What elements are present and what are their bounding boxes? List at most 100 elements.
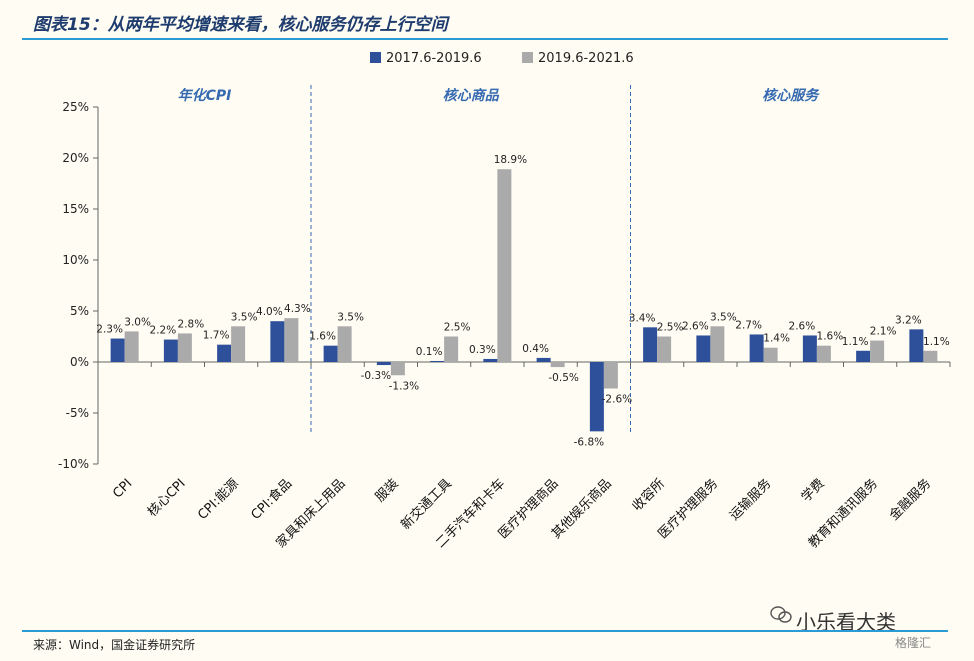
bar-1	[802, 335, 817, 362]
bar-2	[657, 336, 672, 362]
y-axis: -10% -5% 0% 5% 10% 15% 20% 25%	[58, 100, 99, 471]
legend-swatch-1	[370, 52, 381, 63]
bar-2	[603, 362, 618, 389]
y-tick-label: -10%	[58, 457, 89, 471]
bar-2	[124, 331, 139, 362]
bar-1	[110, 338, 125, 362]
bar-2	[710, 326, 725, 362]
x-tick-label: 收容所	[629, 476, 668, 515]
bar-1	[163, 339, 178, 362]
data-label-1: 0.1%	[416, 346, 443, 358]
bar-1	[856, 350, 871, 362]
data-label-1: 2.6%	[682, 320, 709, 332]
bar-2	[390, 362, 405, 376]
bar-2	[284, 318, 299, 362]
data-label-1: 2.7%	[735, 319, 762, 331]
data-label-2: 2.5%	[444, 322, 471, 334]
data-label-1: 0.3%	[469, 344, 496, 356]
wechat-icon	[770, 606, 792, 623]
legend-label-2: 2019.6-2021.6	[538, 51, 634, 66]
data-label-2: -1.3%	[389, 380, 419, 392]
bar-1	[749, 334, 764, 362]
data-label-2: 4.3%	[284, 303, 311, 315]
x-tick-label: CPI:能源	[195, 476, 242, 523]
x-tick-label: 学费	[798, 476, 828, 506]
bar-2	[177, 333, 192, 362]
y-tick-label: 15%	[62, 202, 89, 216]
y-tick-label: -5%	[66, 406, 89, 420]
data-label-2: 18.9%	[494, 154, 527, 166]
data-label-1: 0.4%	[522, 343, 549, 355]
bar-2	[763, 347, 778, 362]
bar-1	[589, 362, 604, 432]
data-label-2: 2.1%	[870, 326, 897, 338]
bar-2	[816, 345, 831, 362]
bar-1	[909, 329, 924, 362]
data-label-1: -0.3%	[361, 370, 391, 382]
data-label-2: -2.6%	[602, 394, 632, 406]
data-label-1: 1.1%	[842, 336, 869, 348]
bar-1	[536, 357, 551, 362]
x-tick-label: 新交通工具	[398, 476, 455, 533]
data-label-2: 3.5%	[231, 311, 258, 323]
watermark-logo: 格隆汇	[895, 636, 932, 650]
y-tick-label: 25%	[62, 100, 89, 114]
bottom-rule	[22, 630, 948, 632]
data-label-1: 2.6%	[789, 320, 816, 332]
group-dividers	[310, 85, 631, 432]
x-tick-label: CPI:食品	[248, 476, 295, 523]
data-label-2: 2.8%	[178, 318, 205, 330]
data-label-1: 3.2%	[895, 314, 922, 326]
bar-2	[870, 340, 885, 362]
bar-1	[270, 321, 285, 362]
bar-chart: 2017.6-2019.6 2019.6-2021.6 年化CPI 核心商品 核心服务…	[58, 51, 951, 552]
bar-2	[550, 362, 565, 368]
data-label-1: 2.2%	[150, 325, 177, 337]
x-tick-label: CPI	[110, 476, 135, 501]
data-label-1: 1.7%	[203, 330, 230, 342]
data-label-2: 2.5%	[657, 322, 684, 334]
source-note: 来源：Wind，国金证券研究所	[33, 638, 196, 652]
bar-2	[337, 326, 352, 362]
data-label-1: 3.4%	[629, 312, 656, 324]
data-label-1: 2.3%	[96, 324, 123, 336]
y-tick-label: 20%	[62, 151, 89, 165]
data-labels: 2.3%3.0%2.2%2.8%1.7%3.5%4.0% 4.3%1.6%3.5%…	[96, 154, 949, 448]
group-label: 年化CPI	[178, 87, 232, 104]
data-label-1: 1.6%	[309, 331, 336, 343]
y-tick-label: 5%	[70, 304, 89, 318]
data-label-2: 3.0%	[124, 316, 151, 328]
chart-title: 图表15：从两年平均增速来看，核心服务仍存上行空间	[33, 15, 448, 35]
bar-1	[323, 345, 338, 362]
bar-1	[696, 335, 711, 362]
data-label-2: 1.1%	[923, 336, 950, 348]
group-label: 核心服务	[762, 87, 820, 104]
bar-1	[376, 362, 391, 366]
data-label-2: 3.5%	[337, 311, 364, 323]
top-rule	[22, 38, 948, 40]
data-label-2: 1.6%	[817, 331, 844, 343]
bar-1	[643, 327, 658, 362]
data-label-2: 1.4%	[763, 333, 790, 345]
y-tick-label: 10%	[62, 253, 89, 267]
bar-1	[217, 344, 232, 362]
bar-1	[430, 360, 445, 362]
data-label-2: -0.5%	[548, 372, 578, 384]
legend-swatch-2	[522, 52, 533, 63]
bar-2	[231, 326, 246, 362]
data-label-1: 4.0%	[256, 306, 283, 318]
legend: 2017.6-2019.6 2019.6-2021.6	[370, 51, 634, 66]
bar-2	[444, 336, 459, 362]
x-tick-label: 服装	[373, 476, 402, 505]
data-label-1: -6.8%	[574, 436, 604, 448]
x-tick-label: 运输服务	[726, 476, 774, 524]
bar-2	[923, 350, 938, 362]
bars	[110, 169, 938, 432]
x-axis	[97, 361, 951, 367]
group-label: 核心商品	[443, 87, 500, 104]
data-label-2: 3.5%	[710, 311, 737, 323]
bar-2	[497, 169, 512, 362]
x-tick-label: 核心CPI	[145, 476, 189, 520]
x-tick-label: 金融服务	[886, 476, 934, 524]
